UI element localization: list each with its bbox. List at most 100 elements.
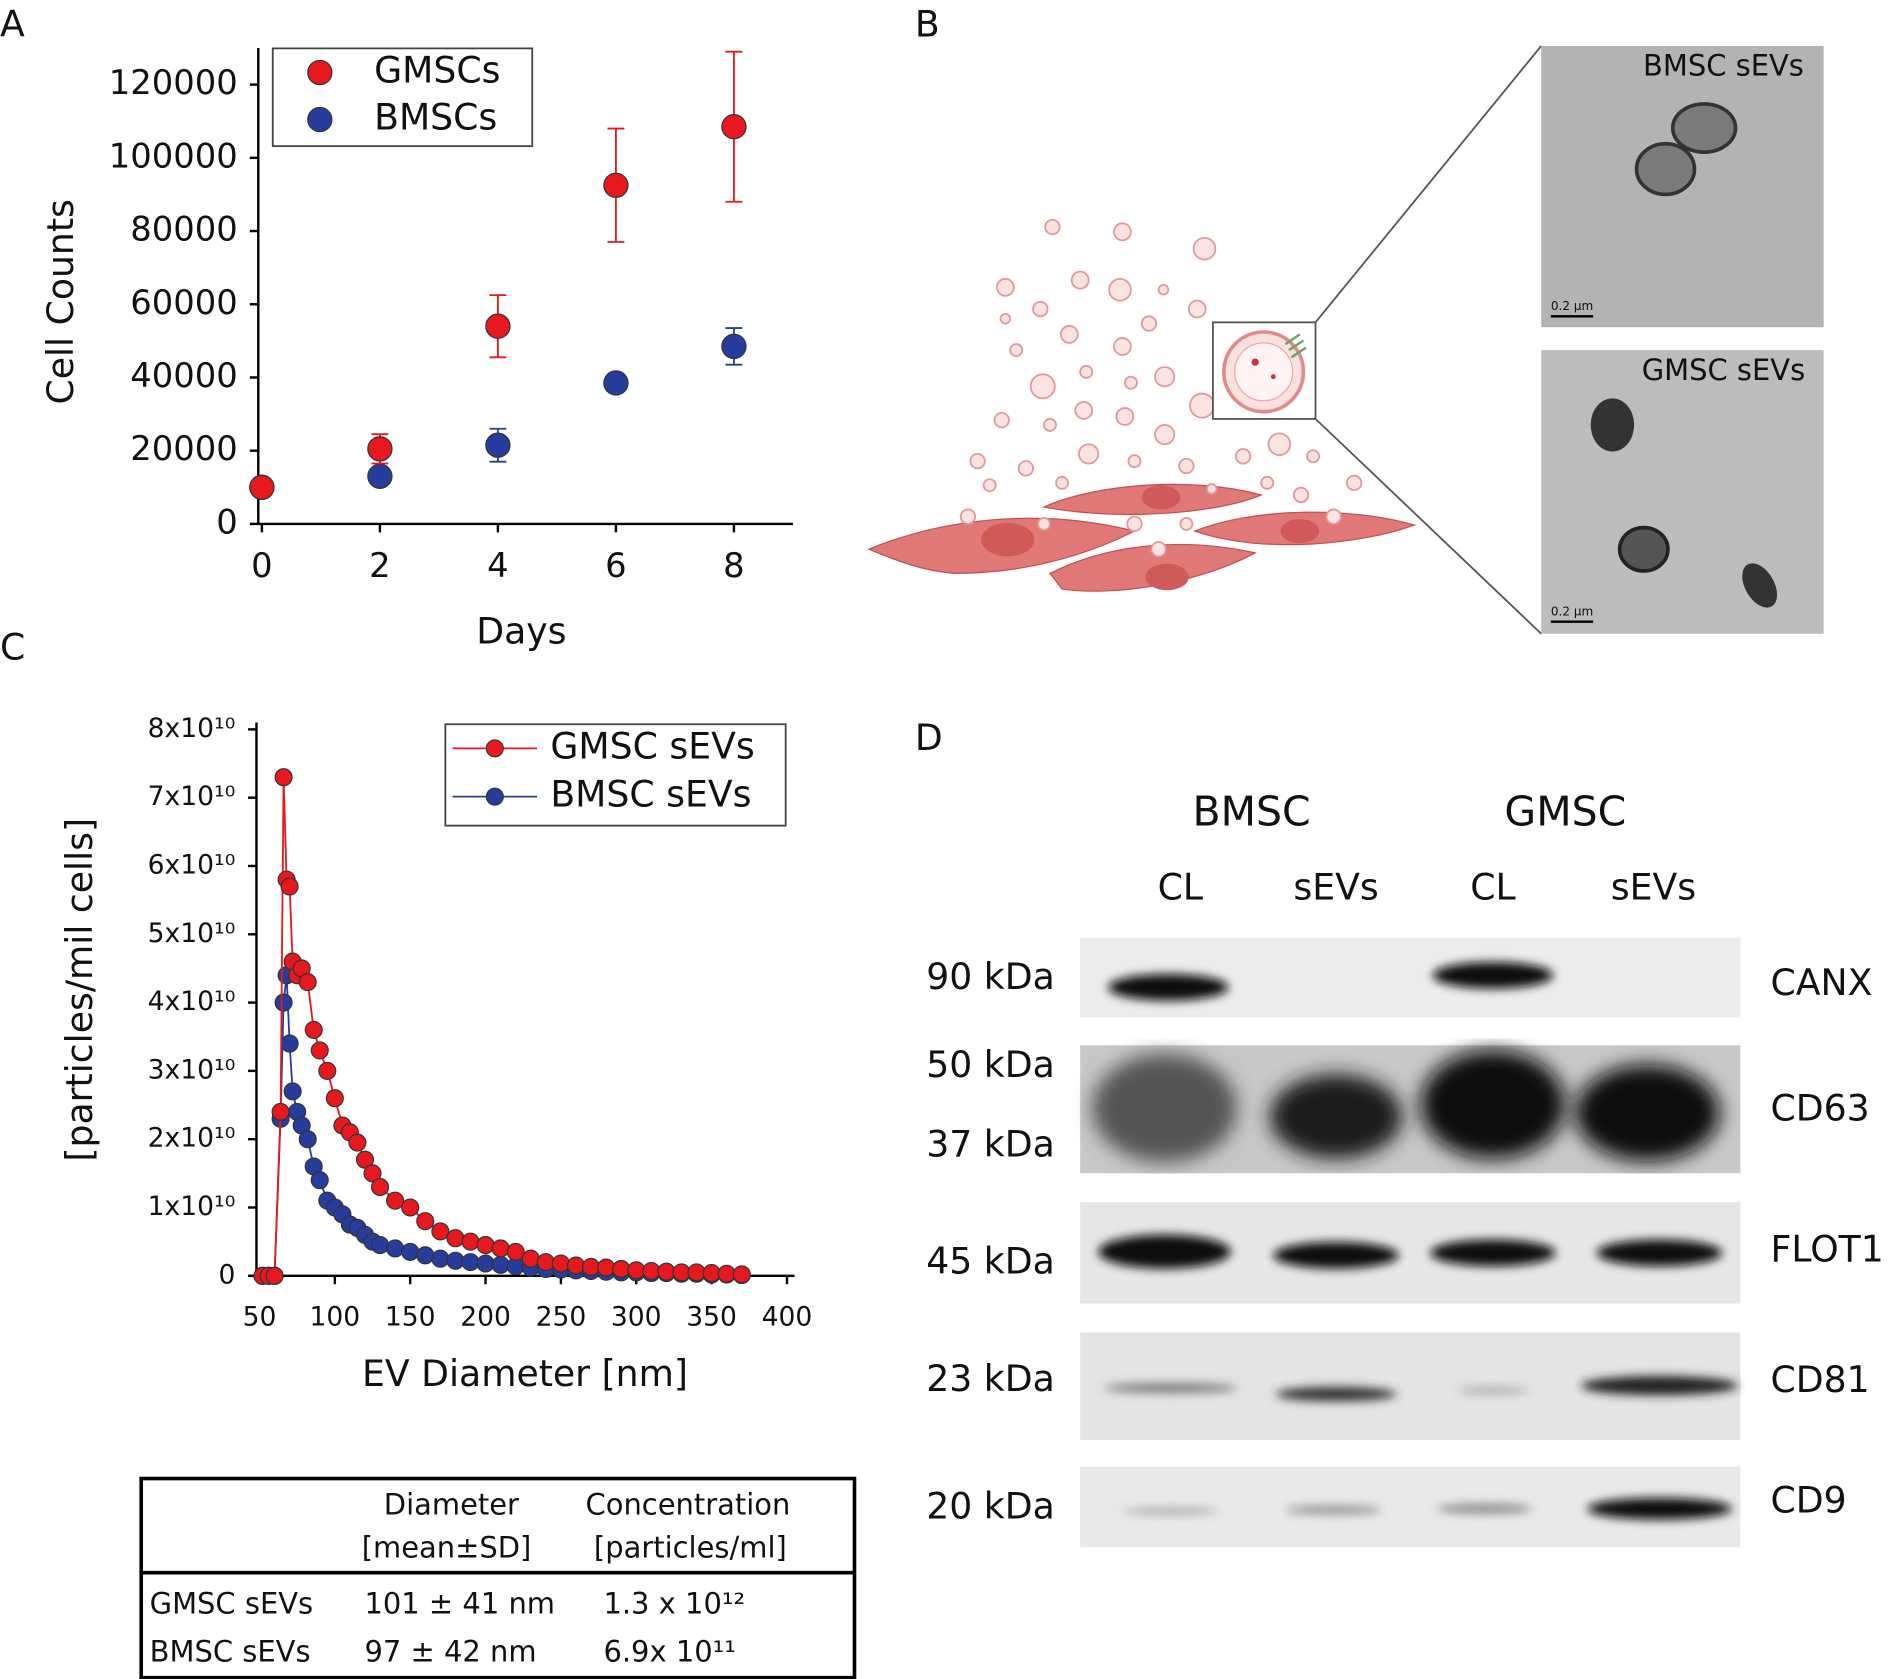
- data-point: [370, 1236, 390, 1255]
- y-tick-label: 4x10¹⁰: [148, 986, 236, 1017]
- x-axis-title: EV Diameter [nm]: [362, 1352, 688, 1395]
- protein-label: CD81: [1771, 1358, 1870, 1401]
- y-tick-label: 100000: [109, 136, 238, 175]
- marker-label: 37 kDa: [926, 1123, 1055, 1166]
- y-tick-label: 5x10¹⁰: [148, 918, 236, 949]
- y-tick-label: 0: [216, 502, 238, 541]
- x-tick-label: 4: [487, 546, 509, 585]
- y-tick-label: 1x10¹⁰: [148, 1191, 236, 1222]
- lane-label: CL: [1158, 866, 1203, 909]
- cell-illustration: [867, 45, 1542, 635]
- group-label: GMSC: [1504, 788, 1626, 836]
- group-label: BMSC: [1192, 788, 1310, 836]
- data-point: [386, 1239, 405, 1258]
- marker-label: 23 kDa: [926, 1357, 1055, 1400]
- legend-label: GMSCs: [374, 49, 500, 92]
- data-point: [491, 1255, 510, 1274]
- y-tick-label: 120000: [109, 63, 238, 102]
- data-point: [603, 172, 629, 198]
- legend-marker: [307, 106, 333, 133]
- x-tick-label: 2: [369, 546, 391, 585]
- data-point: [597, 1258, 616, 1277]
- panel-label: D: [915, 716, 943, 759]
- data-point: [506, 1242, 525, 1261]
- table-header: Concentration: [586, 1487, 791, 1521]
- scale-bar-label: 0.2 µm: [1551, 605, 1593, 619]
- table-cell: 1.3 x 10¹²: [603, 1586, 745, 1620]
- data-point: [283, 1082, 302, 1101]
- x-tick-label: 0: [251, 546, 273, 585]
- x-tick-label: 6: [605, 546, 627, 585]
- data-point: [274, 768, 293, 787]
- marker-label: 20 kDa: [926, 1485, 1055, 1528]
- lane-label: sEVs: [1611, 866, 1696, 909]
- table-header: [particles/ml]: [594, 1531, 787, 1565]
- x-tick-label: 350: [686, 1302, 737, 1333]
- x-tick-label: 300: [611, 1302, 662, 1333]
- table-cell: BMSC sEVs: [150, 1635, 311, 1669]
- tem-label: GMSC sEVs: [1642, 353, 1805, 387]
- chart: 0 2 4 6 8 0 20000 40000 60000 80000 100000 120000 Da…: [39, 47, 793, 653]
- y-axis-title: [particles/mil cells]: [58, 818, 101, 1162]
- protein-label: CD9: [1771, 1479, 1847, 1522]
- y-tick-label: 0: [218, 1259, 235, 1290]
- legend-box: [444, 723, 787, 827]
- data-point: [627, 1261, 646, 1280]
- data-point: [401, 1242, 420, 1261]
- table-cell: 6.9x 10¹¹: [603, 1635, 735, 1669]
- table-header: Diameter: [384, 1487, 519, 1521]
- x-tick-label: 400: [762, 1302, 813, 1333]
- data-point: [401, 1198, 420, 1217]
- data-point: [325, 1089, 344, 1108]
- lane-label: CL: [1470, 866, 1515, 909]
- data-point: [249, 474, 275, 500]
- data-point: [298, 973, 317, 992]
- y-tick-label: 80000: [130, 210, 237, 249]
- data-point: [274, 993, 293, 1012]
- data-point: [367, 436, 393, 462]
- panel-label: B: [915, 3, 940, 46]
- data-point: [265, 1266, 284, 1285]
- marker-label: 90 kDa: [926, 955, 1055, 998]
- data-point: [491, 1239, 510, 1258]
- data-point: [687, 1263, 706, 1282]
- data-point: [551, 1254, 570, 1273]
- data-point: [298, 1130, 317, 1149]
- data-point: [612, 1259, 631, 1279]
- x-tick-label: 250: [536, 1302, 587, 1333]
- y-tick-label: 60000: [130, 283, 237, 322]
- data-point: [355, 1150, 375, 1169]
- data-point: [271, 1102, 290, 1121]
- scale-bar-label: 0.2 µm: [1551, 299, 1593, 313]
- data-point: [431, 1249, 450, 1268]
- y-tick-label: 3x10¹⁰: [148, 1054, 236, 1085]
- x-tick-label: 150: [385, 1302, 436, 1333]
- data-point: [310, 1041, 329, 1060]
- data-point: [416, 1212, 435, 1231]
- data-point: [280, 877, 299, 896]
- data-point: [280, 1034, 299, 1053]
- data-point: [310, 1171, 329, 1190]
- data-point: [348, 1133, 367, 1152]
- protein-label: CD63: [1771, 1086, 1870, 1129]
- y-tick-label: 2x10¹⁰: [148, 1123, 236, 1154]
- data-point: [642, 1261, 661, 1281]
- table-cell: GMSC sEVs: [150, 1586, 313, 1620]
- data-point: [318, 1061, 337, 1080]
- table-header: [mean±SD]: [362, 1531, 532, 1565]
- data-point: [536, 1253, 555, 1272]
- data-point: [446, 1229, 465, 1248]
- tem-label: BMSC sEVs: [1643, 49, 1804, 83]
- x-tick-label: 50: [243, 1302, 277, 1333]
- x-tick-label: 8: [723, 546, 744, 585]
- tem-images: [1541, 45, 1824, 634]
- data-point: [485, 313, 511, 339]
- legend-label: GMSC sEVs: [550, 724, 754, 767]
- western-blot: [1080, 937, 1741, 1548]
- data-point: [581, 1257, 601, 1276]
- legend-label: BMSC sEVs: [550, 773, 751, 816]
- legend-marker: [307, 59, 333, 86]
- y-tick-label: 8x10¹⁰: [148, 713, 236, 744]
- marker-label: 50 kDa: [926, 1043, 1055, 1086]
- data-point: [363, 1164, 382, 1183]
